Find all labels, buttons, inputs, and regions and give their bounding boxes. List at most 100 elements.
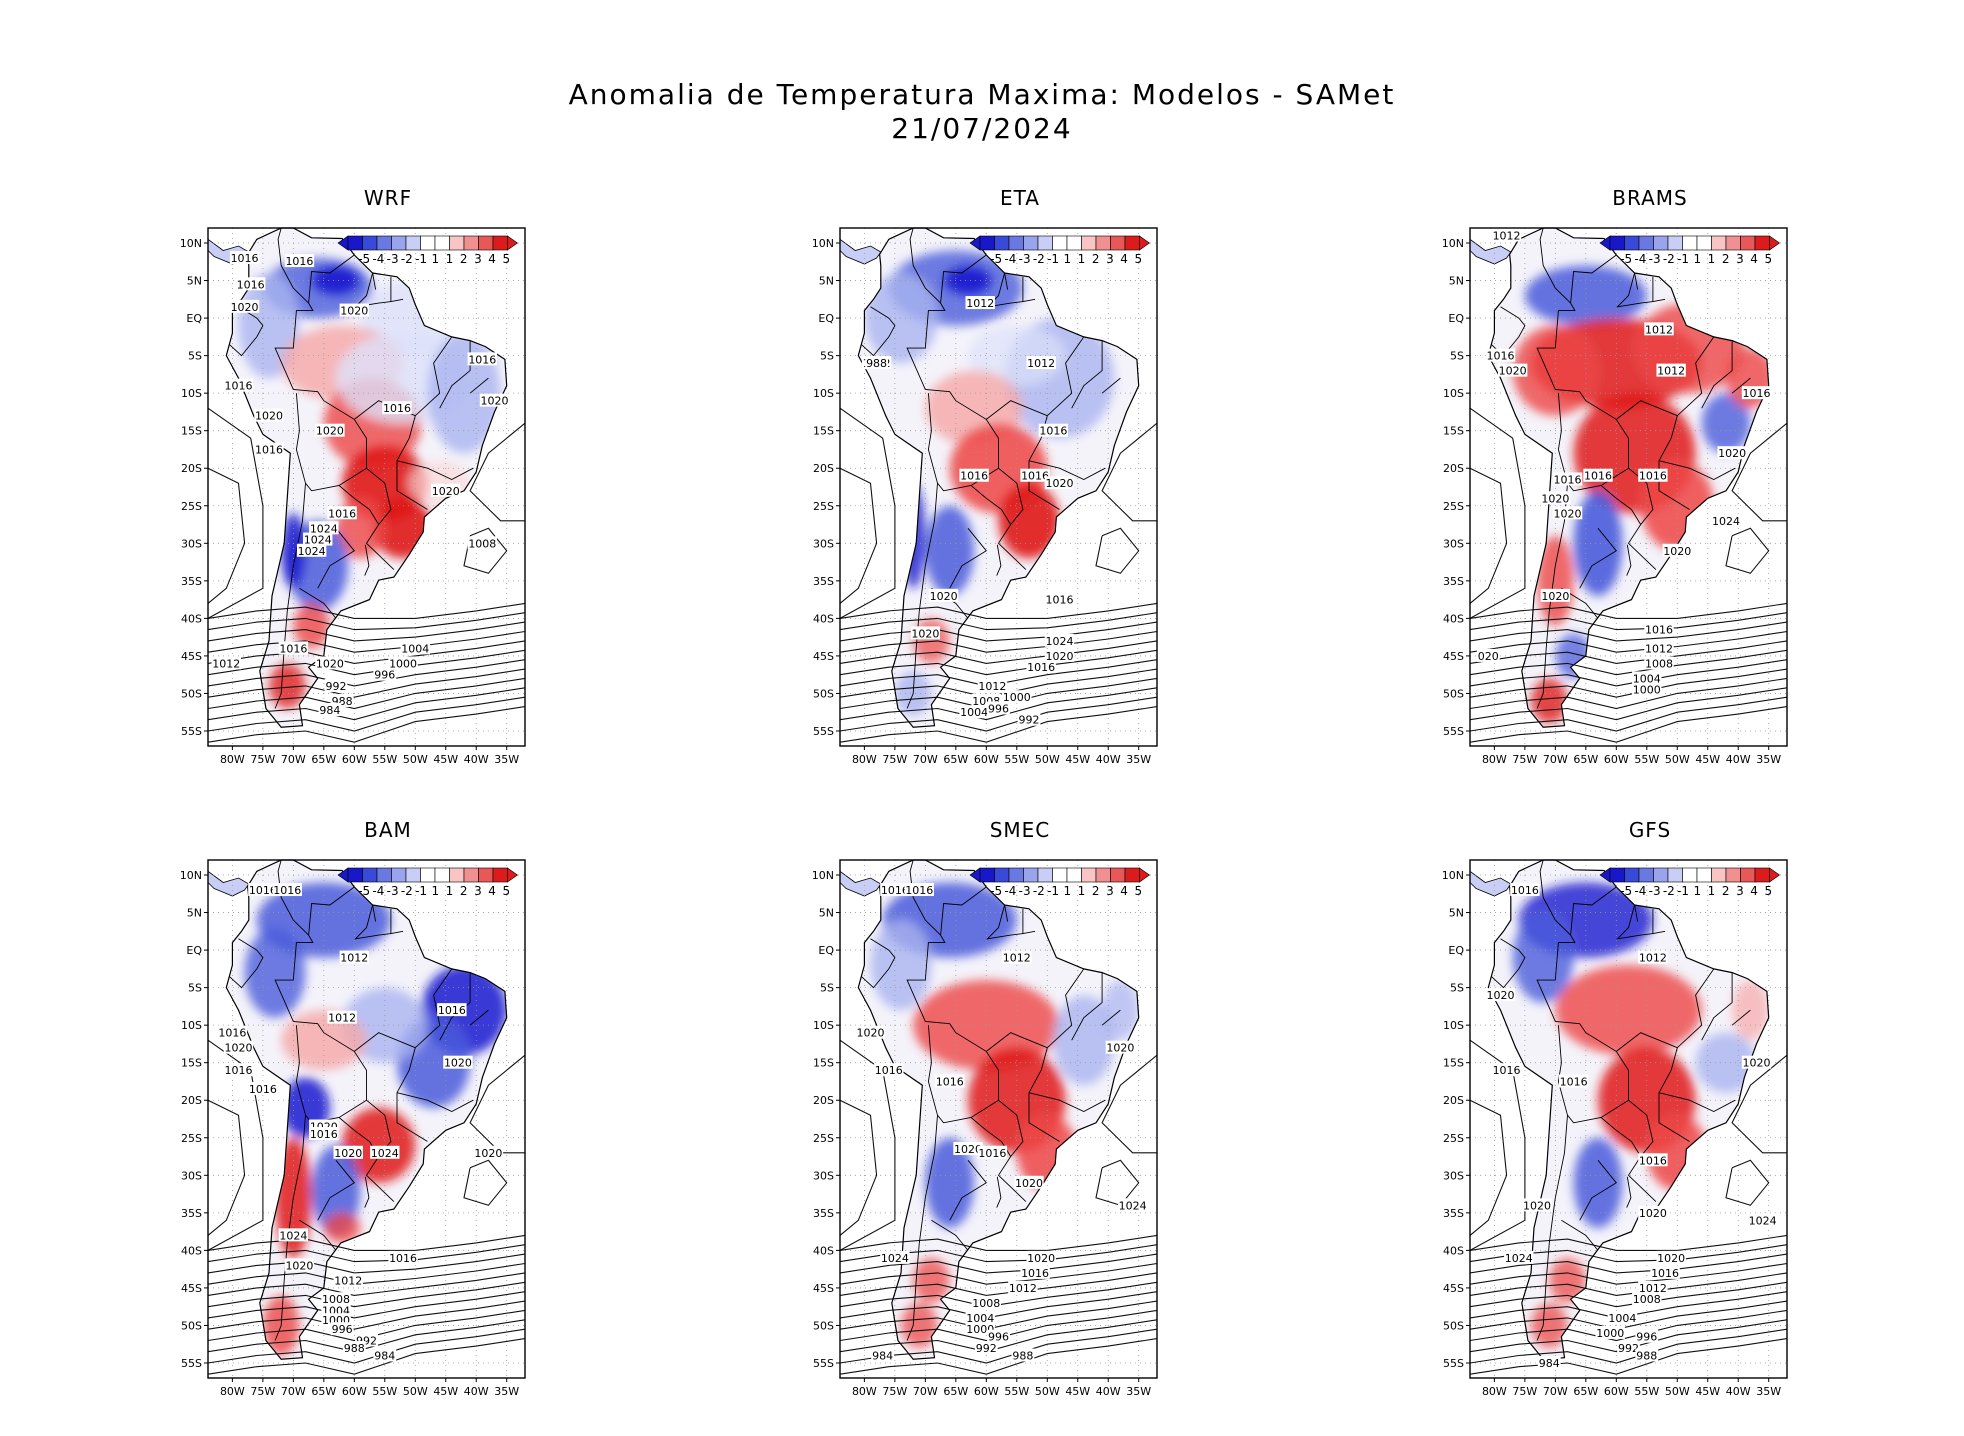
isobar-label: 1012 [334,1274,362,1287]
isobar-label: 1020 [1045,650,1073,663]
colorbar-label: -3 [1019,252,1031,266]
colorbar-swatch [994,235,1010,251]
isobar-line [207,612,526,631]
map-canvas: 1016101610121012101610201016102010161016… [180,859,526,1398]
lon-tick-label: 35W [1756,1385,1781,1398]
isobar-label-bg [965,296,995,310]
colorbar: -5 -4 -3 -2 -1 1 1 2 3 4 5 [1599,867,1781,898]
isobar-label-bg [342,1340,366,1354]
colorbar-label: 1 [446,252,454,266]
isobar-line [1469,1039,1526,1251]
isobar-label: 1016 [468,353,496,366]
colorbar-label: 1 [1063,884,1071,898]
colorbar-swatch [1095,867,1111,883]
lon-tick-label: 60W [974,1385,999,1398]
isobar-label: 1016 [1584,470,1612,483]
lat-tick-label: 30S [1443,537,1464,550]
colorbar-swatch [1667,867,1683,883]
isobar-line [469,422,526,522]
colorbar-label: -2 [1033,884,1045,898]
isobar-label: 1016 [1651,1267,1679,1280]
colorbar-swatch [362,867,378,883]
isobar-label-bg [315,656,345,670]
isobar-label: 1020 [1523,1199,1551,1212]
isobar-label: 1012 [1639,952,1667,965]
border-line [1600,1117,1642,1157]
isobar-label: 1016 [224,380,252,393]
colorbar-label: -2 [1033,252,1045,266]
isobar-label-bg [333,1145,363,1159]
panel-title: BAM [364,818,412,842]
lat-tick-label: 35S [181,1207,202,1220]
colorbar-swatch [1754,867,1770,883]
colorbar-label: 1 [1693,884,1701,898]
isobar-label-bg [874,1063,904,1077]
lat-tick-label: 45S [813,650,834,663]
lat-tick-label: 10N [1442,869,1464,882]
colorbar-swatch [1008,235,1024,251]
isobar-label: 1008 [468,537,496,550]
border-line [1028,460,1106,481]
anomaly-blob [323,1212,361,1243]
colorbar-swatch [1667,235,1683,251]
figure-title: Anomalia de Temperatura Maxima: Modelos … [568,78,1396,111]
lat-tick-label: 5N [187,275,202,288]
lon-tick-label: 40W [1096,1385,1121,1398]
map-canvas: 1016 1016 1016 1020 1020 1016 1016 1020 1016 1020… [180,227,526,766]
border-line [396,1092,474,1113]
lat-tick-label: 45S [181,1282,202,1295]
isobar-label: 1008 [1645,657,1673,670]
lon-tick-label: 35W [494,1385,519,1398]
isobar-label-bg [373,667,397,681]
colorbar-swatch [420,867,436,883]
colorbar-label: 2 [1092,884,1100,898]
lon-tick-label: 75W [882,753,907,766]
colorbar-swatch [1023,867,1039,883]
isobar-label: 1020 [231,301,259,314]
isobar-label: 020 [1478,650,1499,663]
isobar-line [207,1272,526,1296]
colorbar-swatch [434,235,450,251]
anomaly-blob [268,663,306,709]
lat-tick-label: 30S [813,1169,834,1182]
isobar-label-bg [1476,648,1500,662]
isobar-label: 996 [988,1331,1009,1344]
colorbar-swatch [362,235,378,251]
lat-tick-label: 10N [1442,237,1464,250]
border-line [909,227,941,304]
border-line [1626,544,1632,576]
lon-tick-label: 50W [1035,1385,1060,1398]
colorbar-label: -5 [358,884,370,898]
isobar-label: 1004 [966,1312,994,1325]
isobar-label-bg [229,299,260,313]
border-line [317,528,355,589]
isobar-label: 1004 [1633,672,1661,685]
isobar-line [839,687,1158,721]
lon-tick-label: 60W [974,753,999,766]
colorbar-swatch [979,235,995,251]
colorbar-swatch [463,235,479,251]
lon-tick-label: 60W [342,753,367,766]
lat-tick-label: 5N [1449,275,1464,288]
isobar-label-bg [1014,1175,1044,1189]
lon-tick-label: 65W [943,1385,968,1398]
colorbar-swatch [492,235,508,251]
isobar-label-bg [309,521,339,535]
colorbar-swatch [1037,235,1053,251]
coastline [1487,227,1770,728]
isobar-label: 984 [1539,1357,1560,1370]
lat-tick-label: 50S [181,687,202,700]
isobar-label-bg [1741,1055,1772,1069]
colorbar-label: -3 [1019,884,1031,898]
border-line [906,1115,938,1341]
lat-tick-label: 55S [1443,1357,1464,1370]
map-canvas: 1012101210121016101610161020101610201020… [812,227,1158,766]
colorbar-label: -2 [401,252,413,266]
figure-date: 21/07/2024 [891,112,1073,145]
lat-tick-label: 40S [813,612,834,625]
isobar-line [839,1234,1158,1251]
isobar-label: 1020 [1499,365,1527,378]
lat-tick-label: 25S [813,1132,834,1145]
colorbar-label: 5 [1764,252,1772,266]
